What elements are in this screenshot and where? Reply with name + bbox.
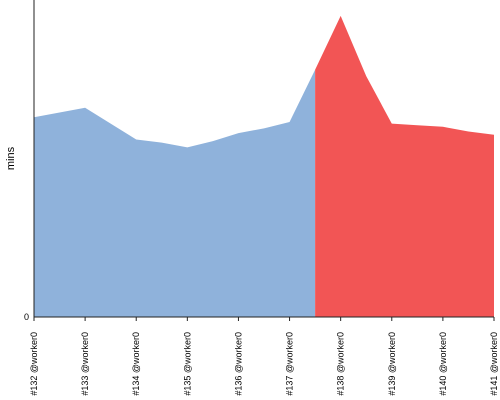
x-tick-labels: #132 @worker0 #133 @worker0 #134 @worker0 #… bbox=[29, 317, 499, 396]
area-before bbox=[34, 69, 316, 318]
x-tick-label: #140 @worker0 bbox=[438, 332, 448, 396]
x-tick-label: #139 @worker0 bbox=[387, 332, 397, 396]
x-tick-label: #136 @worker0 bbox=[233, 332, 243, 396]
x-tick-label: #138 @worker0 bbox=[336, 332, 346, 396]
y-axis-title: mins bbox=[5, 146, 17, 170]
x-tick-label: #141 @worker0 bbox=[489, 332, 499, 396]
y-tick-label: 0 bbox=[24, 312, 29, 322]
area-series bbox=[34, 15, 494, 318]
x-tick-label: #135 @worker0 bbox=[182, 332, 192, 396]
y-tick-labels: 0 bbox=[24, 312, 29, 322]
x-tick-label: #133 @worker0 bbox=[80, 332, 90, 396]
x-tick-label: #132 @worker0 bbox=[29, 332, 39, 396]
x-tick-label: #137 @worker0 bbox=[285, 332, 295, 396]
x-tick-label: #134 @worker0 bbox=[131, 332, 141, 396]
area-after bbox=[315, 15, 494, 317]
